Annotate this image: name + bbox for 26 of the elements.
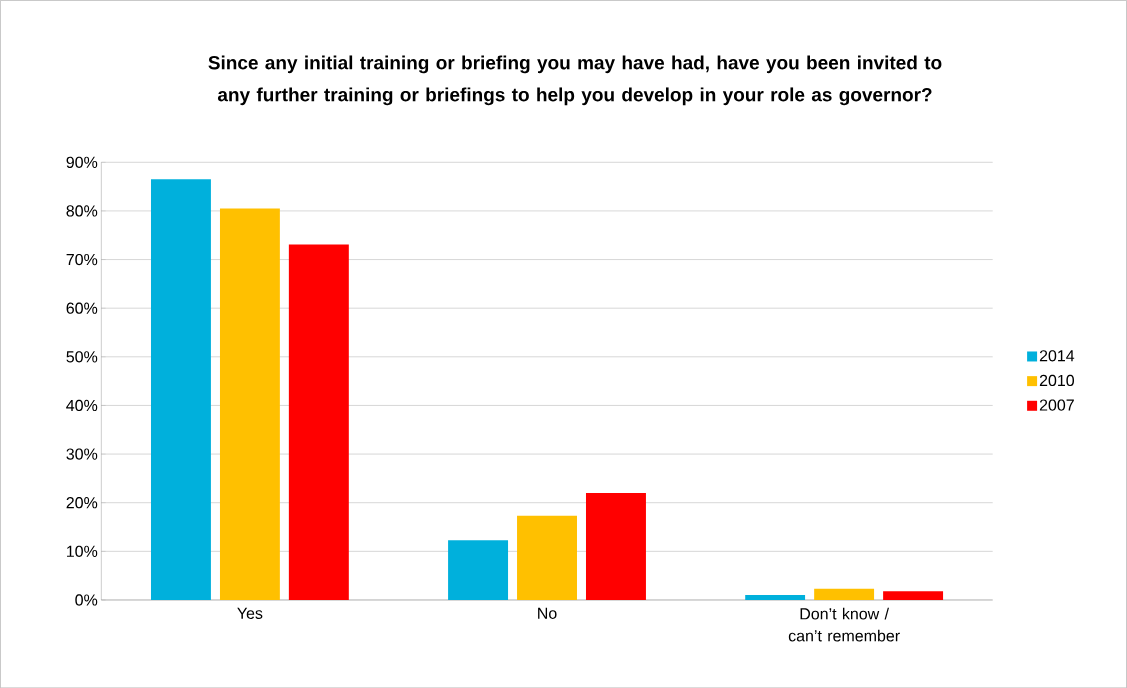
chart-title: Since any initial training or briefing you may have had, have you been invited to any further training or briefings to help you develop in your role as governor? <box>208 55 942 106</box>
bar <box>745 594 806 600</box>
bar <box>219 208 280 600</box>
bar <box>585 492 646 600</box>
bar <box>883 591 944 600</box>
y-tick-label: 30% <box>66 448 98 460</box>
y-tick-label: 20% <box>66 496 98 509</box>
bar <box>814 588 875 600</box>
y-tick-label: 10% <box>67 545 98 557</box>
y-tick-label: 50% <box>66 351 98 363</box>
y-tick-label: 90% <box>66 156 98 168</box>
x-tick-label: Yes <box>237 607 263 619</box>
legend-label: 2007 <box>1039 399 1074 411</box>
x-tick-label: No <box>538 607 557 619</box>
x-tick-label: Don’t know / can’t remember <box>788 607 900 642</box>
y-tick-label: 70% <box>66 253 98 266</box>
bar <box>448 540 509 600</box>
bar <box>150 179 211 600</box>
legend-label: 2014 <box>1039 349 1075 362</box>
y-tick-label: 80% <box>66 205 98 217</box>
y-tick-label: 0% <box>75 594 98 606</box>
y-tick-label: 60% <box>66 302 98 314</box>
bar <box>517 515 577 600</box>
bar <box>288 244 349 600</box>
y-tick-label: 40% <box>66 399 98 411</box>
legend-label: 2010 <box>1039 374 1075 386</box>
